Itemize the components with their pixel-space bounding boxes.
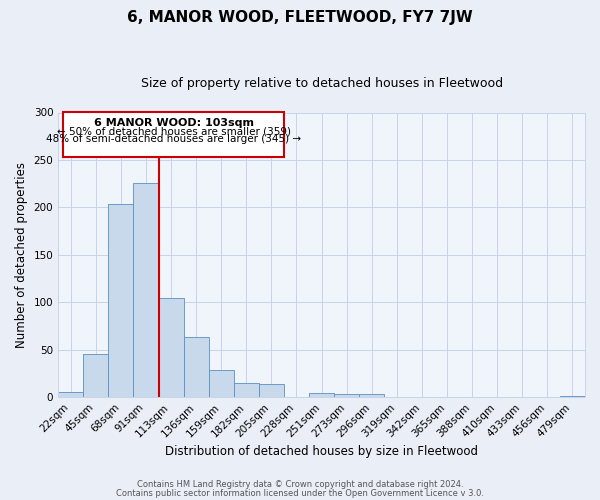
Bar	[184, 338, 209, 397]
Bar	[83, 354, 109, 397]
Bar	[209, 370, 234, 397]
Text: 6 MANOR WOOD: 103sqm: 6 MANOR WOOD: 103sqm	[94, 118, 254, 128]
Bar	[309, 394, 334, 397]
Text: 6, MANOR WOOD, FLEETWOOD, FY7 7JW: 6, MANOR WOOD, FLEETWOOD, FY7 7JW	[127, 10, 473, 25]
Bar	[158, 298, 184, 397]
Text: ← 50% of detached houses are smaller (359): ← 50% of detached houses are smaller (35…	[56, 126, 290, 136]
Text: Contains HM Land Registry data © Crown copyright and database right 2024.: Contains HM Land Registry data © Crown c…	[137, 480, 463, 489]
Title: Size of property relative to detached houses in Fleetwood: Size of property relative to detached ho…	[140, 78, 503, 90]
Bar	[58, 392, 83, 397]
Bar	[63, 112, 284, 157]
Bar	[334, 394, 359, 397]
Bar	[359, 394, 385, 397]
Text: Contains public sector information licensed under the Open Government Licence v : Contains public sector information licen…	[116, 489, 484, 498]
Bar	[259, 384, 284, 397]
Bar	[234, 383, 259, 397]
Bar	[109, 204, 133, 397]
Bar	[133, 182, 158, 397]
X-axis label: Distribution of detached houses by size in Fleetwood: Distribution of detached houses by size …	[165, 444, 478, 458]
Bar	[560, 396, 585, 397]
Text: 48% of semi-detached houses are larger (345) →: 48% of semi-detached houses are larger (…	[46, 134, 301, 144]
Y-axis label: Number of detached properties: Number of detached properties	[15, 162, 28, 348]
